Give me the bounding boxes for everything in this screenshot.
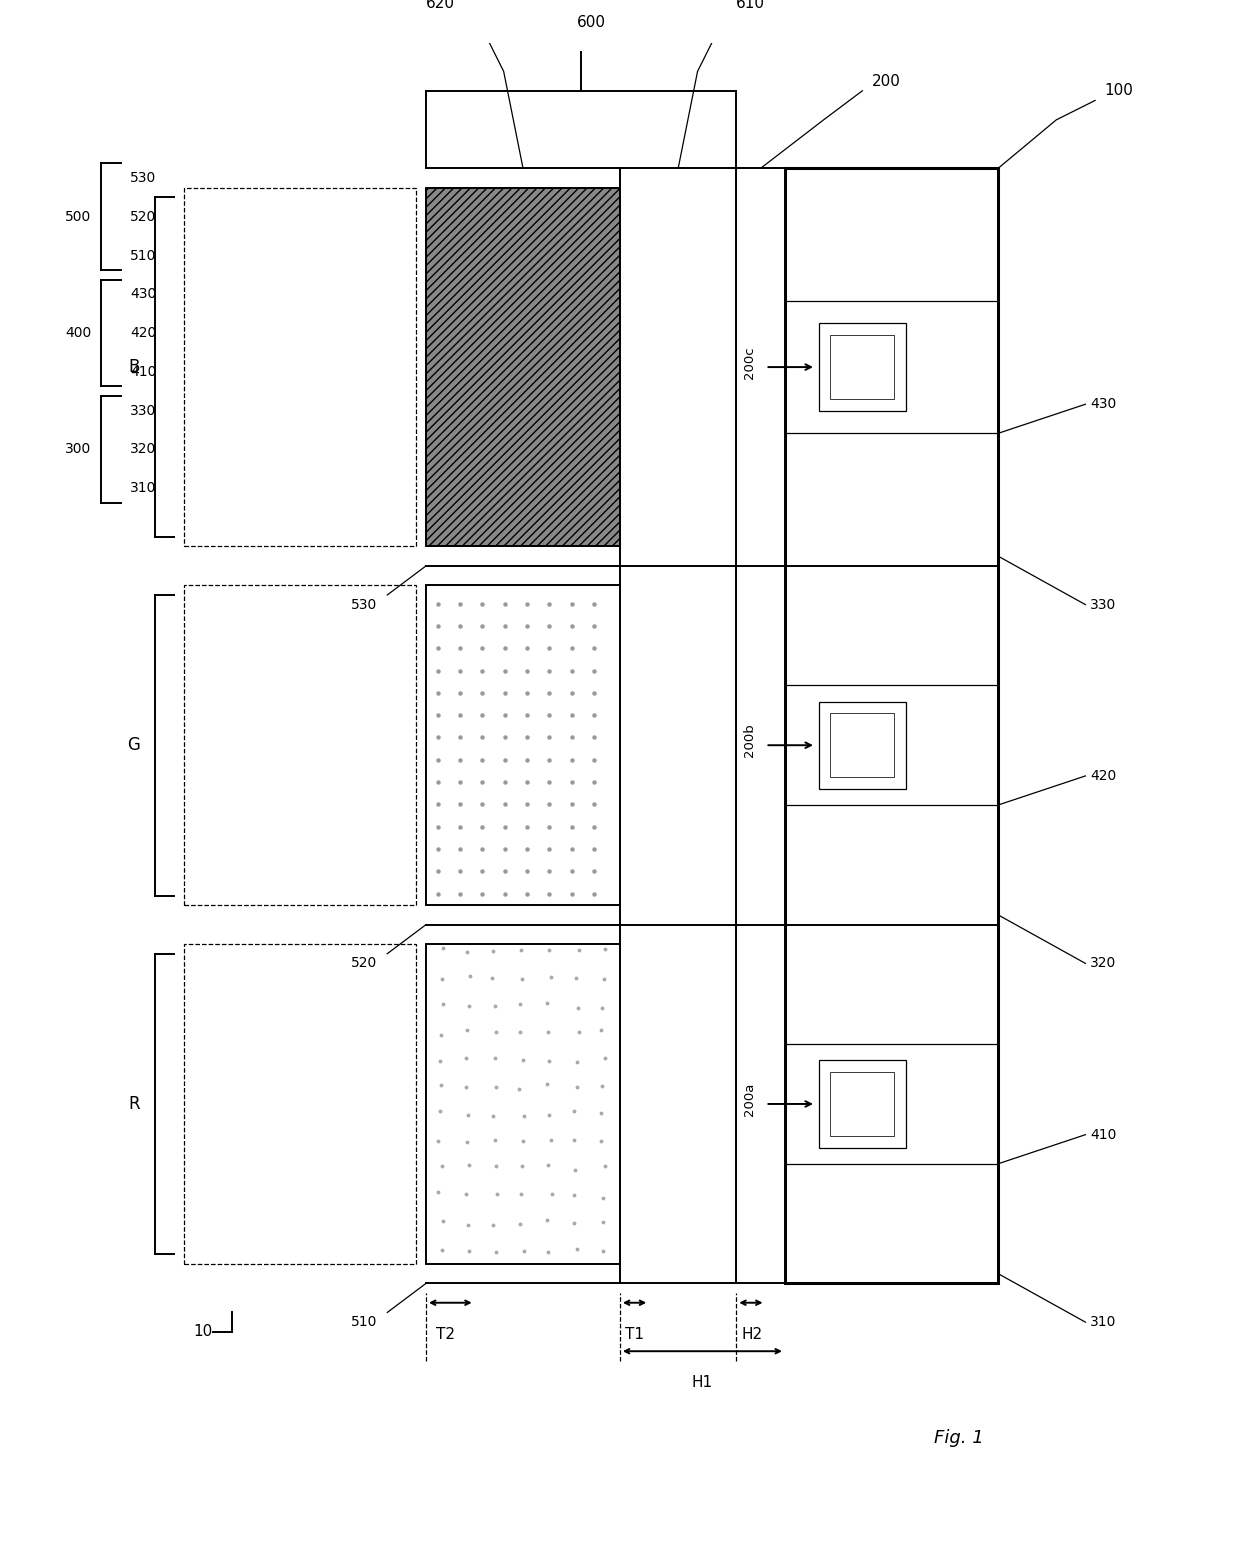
Bar [620, 168, 737, 1283]
Text: 520: 520 [351, 956, 378, 970]
Text: 410: 410 [1090, 1127, 1117, 1141]
Text: B: B [129, 359, 140, 376]
Text: 200b: 200b [743, 723, 755, 758]
Text: 430: 430 [130, 287, 156, 301]
Bar [427, 585, 620, 906]
Text: 520: 520 [130, 210, 156, 224]
Text: G: G [128, 736, 140, 755]
Text: 420: 420 [130, 326, 156, 340]
Text: 510: 510 [351, 1316, 378, 1330]
Bar [737, 168, 785, 1283]
Text: 10: 10 [193, 1324, 213, 1339]
Text: 330: 330 [130, 404, 156, 418]
Text: 510: 510 [130, 248, 156, 262]
Bar [785, 168, 998, 1283]
Bar [818, 323, 906, 410]
Bar [818, 702, 906, 789]
Text: H1: H1 [692, 1375, 713, 1391]
Text: 610: 610 [737, 0, 765, 11]
Text: 600: 600 [577, 16, 605, 30]
Text: H2: H2 [742, 1327, 763, 1342]
Text: Fig. 1: Fig. 1 [935, 1430, 985, 1447]
Bar [184, 945, 417, 1264]
Text: T2: T2 [435, 1327, 455, 1342]
Text: 410: 410 [130, 365, 156, 379]
Text: 530: 530 [130, 171, 156, 186]
Text: R: R [129, 1094, 140, 1113]
Bar [184, 187, 417, 547]
Text: 310: 310 [130, 482, 156, 496]
Text: 200: 200 [872, 73, 901, 89]
Text: 530: 530 [351, 597, 378, 611]
Bar [184, 585, 417, 906]
Text: 320: 320 [130, 443, 156, 457]
Text: 100: 100 [1105, 83, 1133, 98]
Text: 430: 430 [1090, 398, 1116, 412]
Bar [818, 1060, 906, 1147]
Text: 330: 330 [1090, 597, 1116, 611]
Text: 500: 500 [66, 210, 92, 224]
Bar [427, 945, 620, 1264]
Text: 300: 300 [66, 443, 92, 457]
Text: 620: 620 [427, 0, 455, 11]
Text: T1: T1 [625, 1327, 644, 1342]
Text: 310: 310 [1090, 1316, 1117, 1330]
Bar [831, 1073, 894, 1137]
Bar [427, 187, 620, 547]
Bar [427, 187, 620, 547]
Bar [831, 712, 894, 778]
Text: 400: 400 [66, 326, 92, 340]
Bar [831, 335, 894, 399]
Text: 420: 420 [1090, 769, 1116, 783]
Text: 200c: 200c [743, 346, 755, 379]
Text: 200a: 200a [743, 1082, 755, 1116]
Text: 320: 320 [1090, 956, 1116, 970]
